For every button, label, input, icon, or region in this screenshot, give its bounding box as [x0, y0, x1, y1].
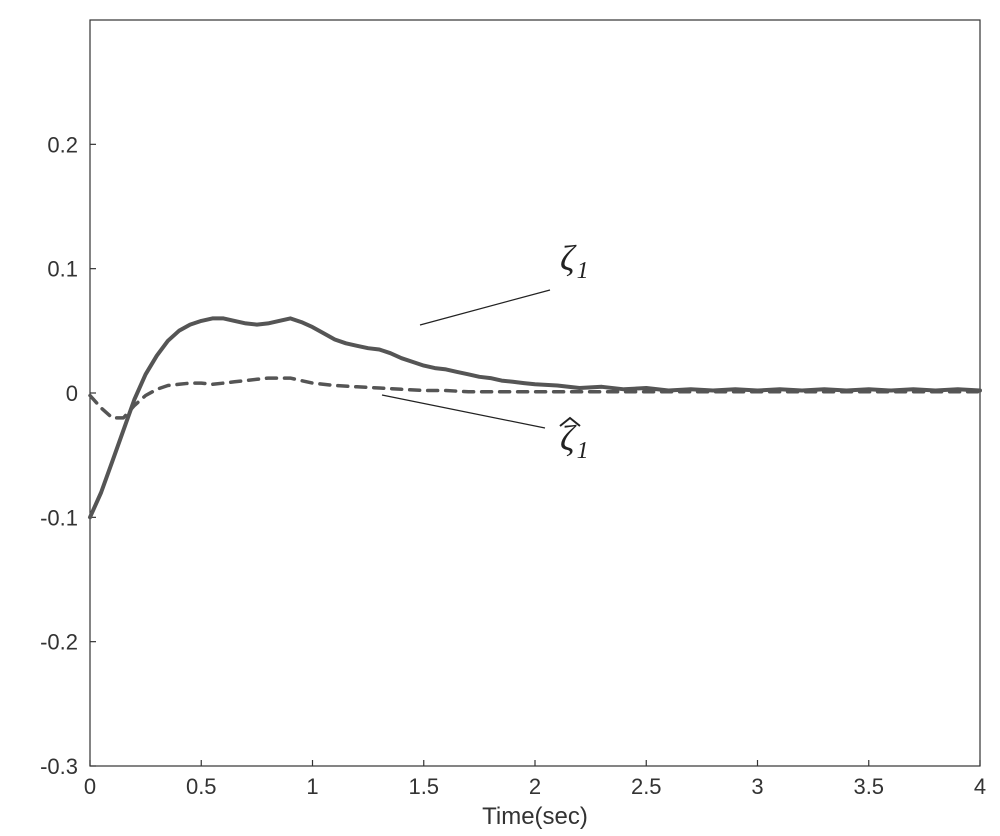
x-axis-label: Time(sec): [482, 803, 588, 830]
x-tick-label: 0: [84, 774, 96, 799]
x-tick-label: 4: [974, 774, 986, 799]
y-tick-label: -0.1: [40, 505, 78, 530]
x-tick-label: 0.5: [186, 774, 217, 799]
y-tick-label: -0.3: [40, 754, 78, 779]
x-tick-label: 3: [751, 774, 763, 799]
y-tick-label: -0.2: [40, 630, 78, 655]
x-tick-label: 3.5: [853, 774, 884, 799]
x-tick-label: 1.5: [408, 774, 439, 799]
y-tick-label: 0.2: [47, 132, 78, 157]
y-tick-label: 0.1: [47, 257, 78, 282]
y-tick-label: 0: [66, 381, 78, 406]
x-tick-label: 2.5: [631, 774, 662, 799]
line-chart: 0 0.5 1 1.5 2 2.5 3 3.5 4 -0.3 -0.2 -0.1 0 0.1 0.2 Time…: [0, 0, 1000, 836]
x-tick-label: 2: [529, 774, 541, 799]
x-tick-label: 1: [306, 774, 318, 799]
